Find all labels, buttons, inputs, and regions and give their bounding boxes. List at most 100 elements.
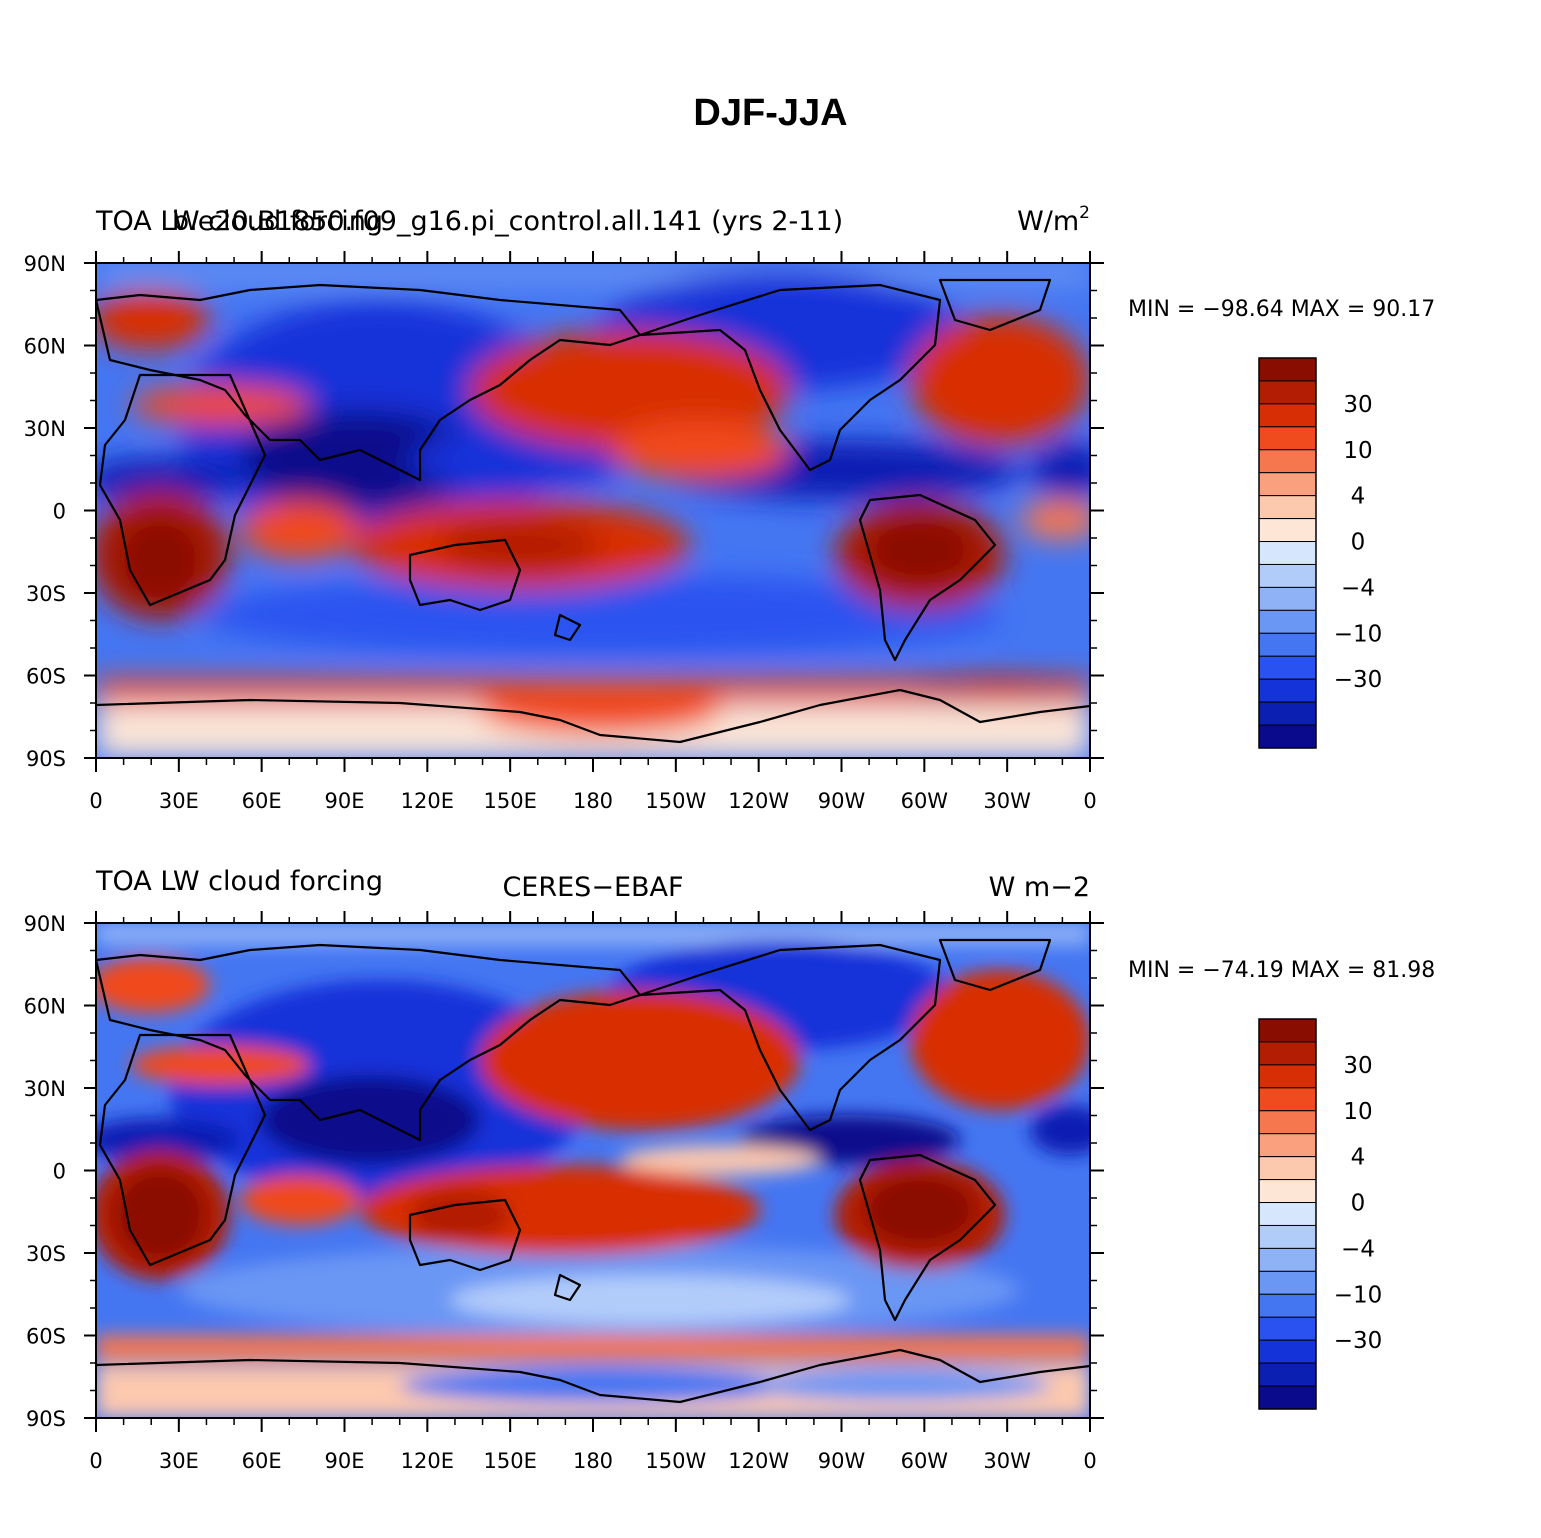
colorbar-frame [1258,1018,1317,1410]
colorbar-swatch [1258,357,1317,382]
figure-title: DJF-JJA [693,92,848,134]
lat-label: 90N [24,252,66,276]
colorbar-swatch [1258,1293,1317,1318]
lon-label: 90E [325,1449,365,1473]
colorbar-swatch [1258,609,1317,634]
colorbar-swatch [1258,426,1317,451]
panel-units: W/m2 [1017,203,1090,237]
axis-ticks: 90N 60N 30N 0 30S 60S 90S 0 30E 60E 90E 120E 150E 180… [24,251,1104,813]
colorbar-swatch [1258,449,1317,474]
lon-label: 30E [159,789,199,813]
lon-label: 0 [89,1449,102,1473]
lon-label: 0 [1083,1449,1096,1473]
colorbar: 30 10 4 0 −4 −10 −30 [1258,1018,1383,1410]
contour-field [96,263,1090,758]
colorbar-swatch [1258,380,1317,405]
colorbar-label: 30 [1343,1053,1372,1079]
lon-label: 30W [983,789,1031,813]
colorbar-label: 10 [1343,1099,1372,1125]
lon-label: 0 [1083,789,1096,813]
colorbar-swatch [1258,1316,1317,1341]
colorbar-swatch [1258,1224,1317,1249]
lat-label: 30N [24,1077,66,1101]
colorbar-swatch [1258,1064,1317,1089]
colorbar-swatch [1258,1202,1317,1226]
colorbar-swatch [1258,1339,1317,1364]
colorbar-frame [1258,357,1317,749]
colorbar-label: −30 [1334,667,1383,693]
lon-label: 150W [645,789,706,813]
lon-label: 0 [89,789,102,813]
lat-label: 90S [26,1407,66,1431]
lat-label: 60S [26,1325,66,1349]
panel-center-title: b.e20.B1850.f09_g16.pi_control.all.141 (… [172,206,843,237]
colorbar-swatch [1258,678,1317,703]
model-panel: TOA LW cloud forcing b.e20.B1850.f09_g16… [24,203,1436,813]
colorbar-label: −4 [1341,1236,1375,1262]
colorbar-swatch [1258,541,1317,565]
colorbar-swatch [1258,1247,1317,1272]
lat-label: 90S [26,747,66,771]
lon-label: 150E [483,1449,536,1473]
colorbar-swatch [1258,724,1317,749]
min-max-stats: MIN = −98.64 MAX = 90.17 [1128,297,1435,322]
lat-label: 60N [24,335,66,359]
colorbar-swatch [1258,563,1317,588]
colorbar-swatch [1258,1179,1317,1204]
colorbar-swatch [1258,1270,1317,1295]
axis-ticks: 90N 60N 30N 0 30S 60S 90S 0 30E 60E 90E 120E 150E 180… [24,911,1104,1473]
colorbar-swatch [1258,655,1317,680]
lon-label: 90W [818,1449,866,1473]
colorbar-label: 0 [1351,1191,1366,1217]
lon-label: 60W [901,1449,949,1473]
observation-panel: TOA LW cloud forcing CERES−EBAF W m−2 [24,866,1436,1473]
colorbar-label: 0 [1351,530,1366,556]
lon-label: 180 [573,789,613,813]
colorbar-swatch [1258,495,1317,520]
colorbar-swatch [1258,472,1317,497]
colorbar-label: −10 [1334,1282,1383,1308]
colorbar: 30 10 4 0 −4 −10 −30 [1258,357,1383,749]
lon-label: 30E [159,1449,199,1473]
lon-label: 60E [242,1449,282,1473]
colorbar-label: −10 [1334,621,1383,647]
lon-label: 90E [325,789,365,813]
panel-left-title: TOA LW cloud forcing [95,206,383,237]
lat-label: 60S [26,665,66,689]
colorbar-label: 4 [1351,484,1366,510]
colorbar-swatch [1258,1385,1317,1410]
lon-label: 60E [242,789,282,813]
lon-label: 120E [401,1449,454,1473]
coastlines [96,278,1090,744]
lon-label: 150E [483,789,536,813]
lon-label: 120W [728,789,789,813]
colorbar-swatch [1258,518,1317,543]
lon-label: 60W [901,789,949,813]
lon-label: 90W [818,789,866,813]
panel-left-title: TOA LW cloud forcing [95,866,383,897]
colorbar-swatch [1258,701,1317,726]
colorbar-label: −4 [1341,575,1375,601]
colorbar-swatch [1258,1087,1317,1112]
lat-label: 60N [24,995,66,1019]
lat-label: 30N [24,417,66,441]
panel-center-title: CERES−EBAF [502,872,683,903]
lat-label: 0 [53,1160,66,1184]
colorbar-swatch [1258,1362,1317,1387]
lon-label: 120E [401,789,454,813]
colorbar-label: 30 [1343,392,1372,418]
colorbar-swatch [1258,1041,1317,1066]
colorbar-swatch [1258,1156,1317,1181]
lat-label: 30S [26,1242,66,1266]
coastlines [96,938,1090,1404]
lat-label: 90N [24,912,66,936]
lon-label: 150W [645,1449,706,1473]
colorbar-swatch [1258,632,1317,657]
lat-label: 30S [26,582,66,606]
colorbar-swatch [1258,1018,1317,1043]
colorbar-swatch [1258,1133,1317,1158]
colorbar-swatch [1258,1110,1317,1135]
lon-label: 120W [728,1449,789,1473]
lon-label: 180 [573,1449,613,1473]
